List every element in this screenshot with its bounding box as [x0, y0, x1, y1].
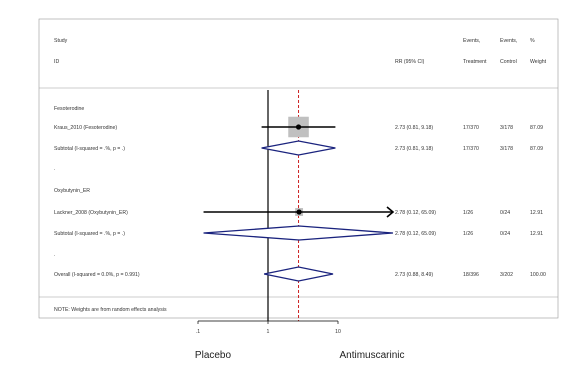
- row-weight: 12.91: [530, 231, 543, 237]
- header-weight-bottom: Weight: [530, 59, 547, 65]
- row-rr-ci: 2.73 (0.81, 9.18): [395, 146, 433, 152]
- ci-arrow-right: [386, 206, 395, 218]
- row-weight: 100.00: [530, 272, 546, 278]
- header-id: ID: [54, 59, 59, 65]
- x-label-right: Antimuscarinic: [339, 350, 404, 361]
- row-label: Subtotal (I-squared = .%, p = .): [54, 231, 125, 237]
- row-events-control: 3/202: [500, 272, 513, 278]
- row-weight: 12.91: [530, 210, 543, 216]
- header-events-control-bottom: Control: [500, 59, 517, 65]
- row-events-treatment: 17/370: [463, 146, 479, 152]
- header-events-treatment-bottom: Treatment: [463, 59, 487, 65]
- header-weight-top: %: [530, 38, 535, 44]
- x-axis-ticks: .1 1 10: [196, 321, 341, 335]
- x-label-left: Placebo: [195, 350, 232, 361]
- overall-diamond: [263, 266, 334, 282]
- row-events-control: 0/24: [500, 231, 510, 237]
- row-rr-ci: 2.73 (0.81, 9.18): [395, 125, 433, 131]
- row-events-treatment: 1/26: [463, 231, 473, 237]
- row-label: Oxybutynin_ER: [54, 188, 90, 194]
- row-label: .: [54, 252, 55, 258]
- row-label: Fesoterodine: [54, 106, 84, 112]
- row-events-control: 3/178: [500, 125, 513, 131]
- row-weight: 87.09: [530, 146, 543, 152]
- subtotal-diamond: [261, 140, 336, 156]
- header-rr: RR (95% CI): [395, 59, 425, 65]
- study-point: [295, 124, 302, 130]
- row-events-treatment: 1/26: [463, 210, 473, 216]
- header-study: Study: [54, 38, 68, 44]
- row-weight: 87.09: [530, 125, 543, 131]
- row-events-treatment: 17/370: [463, 125, 479, 131]
- x-tick-label: 1: [267, 329, 270, 335]
- row-label: Subtotal (I-squared = .%, p = .): [54, 146, 125, 152]
- forest-rows: Fesoterodine Kraus_2010 (Fesoterodine) 2.7…: [54, 106, 546, 282]
- subtotal-diamond: [203, 225, 394, 241]
- row-label: Overall (I-squared = 0.0%, p = 0.991): [54, 272, 140, 278]
- study-point: [296, 209, 302, 215]
- row-label: Lackner_2008 (Oxybutynin_ER): [54, 210, 128, 216]
- row-rr-ci: 2.78 (0.12, 65.09): [395, 231, 436, 237]
- weights-note: NOTE: Weights are from random effects an…: [54, 307, 167, 313]
- row-events-control: 3/178: [500, 146, 513, 152]
- row-events-control: 0/24: [500, 210, 510, 216]
- x-tick-label: 10: [335, 329, 341, 335]
- header-events-control-top: Events,: [500, 38, 517, 44]
- row-label: Kraus_2010 (Fesoterodine): [54, 125, 117, 131]
- row-label: .: [54, 166, 55, 172]
- header-events-treatment-top: Events,: [463, 38, 480, 44]
- row-rr-ci: 2.78 (0.12, 65.09): [395, 210, 436, 216]
- x-tick-label: .1: [196, 329, 200, 335]
- row-events-treatment: 18/396: [463, 272, 479, 278]
- row-rr-ci: 2.73 (0.88, 8.49): [395, 272, 433, 278]
